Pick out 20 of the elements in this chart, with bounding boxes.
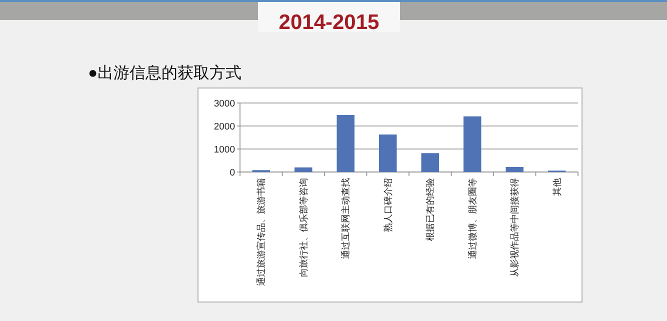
x-tick-label: 通过互联网主动查找 [340,178,351,259]
x-tick-label: 向旅行社、俱乐部等咨询 [298,178,308,277]
chart-subtitle: ●出游信息的获取方式 [88,64,242,82]
bar [379,134,397,172]
chart-title: 2014-2015 [278,11,380,34]
bar [464,116,482,172]
y-tick-label: 2000 [214,122,235,132]
y-tick-label: 0 [230,168,235,178]
x-tick-label: 熟人口碑介绍 [382,178,393,232]
x-tick-label: 通过微博、朋友圈等 [467,178,478,259]
y-tick-label: 1000 [214,144,235,156]
bar [506,166,524,172]
bar [294,167,312,172]
x-tick-label: 从影视作品等中间接获得 [510,178,520,277]
bar [421,153,439,172]
x-tick-label: 其他 [552,178,562,196]
bar [336,114,354,172]
x-tick-label: 通过旅游宣传品、旅游书籍 [256,178,266,286]
x-tick-label: 根据已有的经验 [425,178,436,241]
y-tick-label: 3000 [214,98,235,110]
